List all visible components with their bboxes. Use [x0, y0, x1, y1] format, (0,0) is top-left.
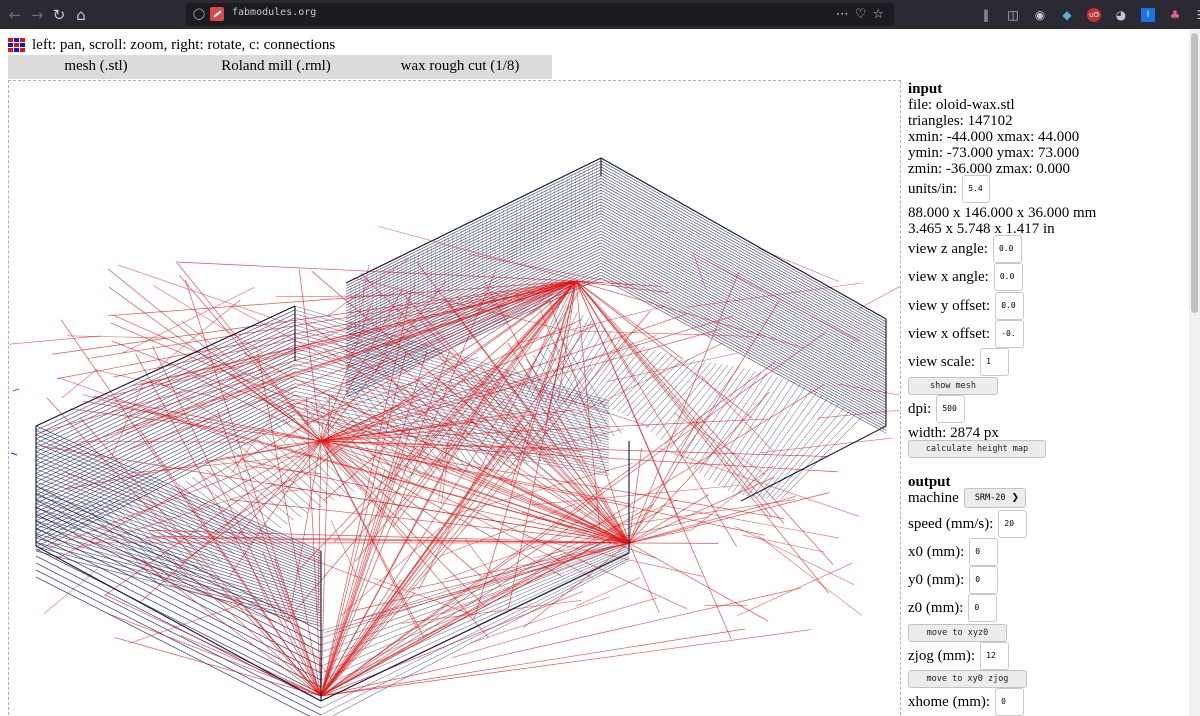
help-text: left: pan, scroll: zoom, right: rotate, …: [32, 37, 336, 53]
view-scale-input[interactable]: 1: [980, 348, 1010, 376]
xhome-label: xhome (mm):: [908, 694, 991, 710]
calculate-height-map-button[interactable]: calculate height map: [908, 440, 1046, 458]
pocket-icon[interactable]: ♡: [854, 7, 867, 22]
z0-label: z0 (mm):: [908, 600, 964, 616]
y0-input[interactable]: 0: [969, 566, 999, 594]
machine-select[interactable]: SRM-20 ❯: [963, 488, 1027, 508]
toolpath-viewport[interactable]: [8, 80, 901, 716]
x-range: xmin: -44.000 xmax: 44.000: [908, 129, 1080, 145]
browser-toolbar: ← → ↻ ⌂ ◯ fabmodules.org ⋯ ♡ ☆ ‖ ◫ ◉ ◆ u…: [0, 0, 1200, 29]
file-name: file: oloid-wax.stl: [908, 97, 1015, 113]
z0-input[interactable]: 0: [968, 594, 998, 622]
extension-icon[interactable]: ◕: [1115, 7, 1127, 22]
ublock-icon[interactable]: uO: [1083, 4, 1105, 26]
tab-roland-mill[interactable]: Roland mill (.rml): [221, 58, 331, 74]
fabmodules-logo-icon: [8, 37, 26, 53]
toolpath-render[interactable]: [9, 81, 901, 716]
page-scrollbar[interactable]: [1189, 29, 1200, 716]
size-mm: 88.000 x 146.000 x 36.000 mm: [908, 205, 1097, 221]
toolpath-lines: [35, 157, 887, 716]
account-icon[interactable]: ◉: [1034, 7, 1046, 22]
dpi-input[interactable]: 500: [936, 395, 966, 423]
tab-wax-rough-cut[interactable]: wax rough cut (1/8): [400, 58, 520, 74]
menu-icon[interactable]: ☰: [1191, 4, 1200, 26]
rapid-move-lines: [9, 226, 900, 697]
xhome-input[interactable]: 0: [995, 688, 1025, 716]
extension-icon[interactable]: I: [1137, 4, 1159, 26]
insecure-lock-icon[interactable]: [210, 7, 224, 21]
page-header: left: pan, scroll: zoom, right: rotate, …: [8, 36, 335, 54]
machine-select-value: SRM-20: [974, 493, 1006, 503]
more-dots-icon[interactable]: ⋯: [835, 7, 849, 22]
extension-icon[interactable]: ♣: [1169, 7, 1181, 22]
reload-icon[interactable]: ↻: [52, 5, 66, 24]
back-arrow-icon[interactable]: ←: [8, 5, 22, 24]
triangle-count: triangles: 147102: [908, 113, 1013, 129]
show-mesh-button[interactable]: show mesh: [908, 377, 998, 395]
view-x-angle-input[interactable]: 0.0: [993, 263, 1023, 291]
sidebar-icon[interactable]: ◫: [1007, 7, 1019, 22]
y-range: ymin: -73.000 ymax: 73.000: [908, 145, 1080, 161]
view-x-offset-input[interactable]: -0.: [995, 320, 1025, 348]
scrollbar-thumb[interactable]: [1191, 33, 1198, 313]
forward-arrow-icon[interactable]: →: [30, 5, 44, 24]
address-bar[interactable]: ◯ fabmodules.org ⋯ ♡ ☆: [186, 3, 894, 26]
machine-label: machine: [908, 490, 959, 506]
zjog-input[interactable]: 12: [980, 642, 1010, 670]
zjog-label: zjog (mm):: [908, 648, 976, 664]
module-tabs: mesh (.stl) Roland mill (.rml) wax rough…: [8, 55, 552, 79]
dpi-label: dpi:: [908, 401, 932, 417]
view-z-angle-label: view z angle:: [908, 241, 988, 257]
input-section-title: input: [908, 81, 943, 97]
stock-outline: [10, 157, 887, 702]
library-icon[interactable]: ‖: [983, 7, 989, 22]
chevron-down-icon: ❯: [1011, 493, 1020, 503]
output-section-title: output: [908, 474, 951, 490]
move-to-xyz0-button[interactable]: move to xyz0: [908, 624, 1007, 642]
z-range: zmin: -36.000 zmax: 0.000: [908, 161, 1071, 177]
home-icon[interactable]: ⌂: [76, 5, 86, 24]
view-x-angle-label: view x angle:: [908, 269, 989, 285]
size-in: 3.465 x 5.748 x 1.417 in: [908, 221, 1055, 237]
units-label: units/in:: [908, 181, 958, 197]
shield-icon[interactable]: ◯: [192, 7, 206, 20]
view-y-offset-input[interactable]: 0.0: [995, 292, 1025, 320]
speed-label: speed (mm/s):: [908, 516, 994, 532]
view-y-offset-label: view y offset:: [908, 298, 991, 314]
extension-icon[interactable]: ◆: [1062, 7, 1072, 22]
width-px: width: 2874 px: [908, 425, 999, 441]
view-x-offset-label: view x offset:: [908, 326, 991, 342]
tab-mesh[interactable]: mesh (.stl): [64, 58, 128, 74]
units-input[interactable]: 5.4: [962, 175, 991, 203]
x0-input[interactable]: 0: [969, 538, 999, 566]
x0-label: x0 (mm):: [908, 544, 965, 560]
view-scale-label: view scale:: [908, 354, 976, 370]
url-text[interactable]: fabmodules.org: [232, 7, 317, 18]
move-to-xy0-zjog-button[interactable]: move to xy0 zjog: [908, 670, 1027, 688]
bookmark-star-icon[interactable]: ☆: [872, 7, 884, 22]
y0-label: y0 (mm):: [908, 572, 965, 588]
speed-input[interactable]: 20: [998, 510, 1028, 538]
view-z-angle-input[interactable]: 0.0: [992, 235, 1022, 263]
